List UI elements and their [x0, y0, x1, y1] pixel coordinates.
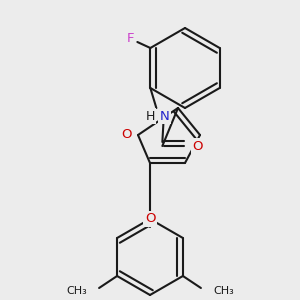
Text: O: O: [121, 128, 131, 142]
Text: O: O: [145, 212, 155, 226]
Text: CH₃: CH₃: [213, 286, 234, 296]
Text: F: F: [127, 32, 134, 44]
Text: CH₃: CH₃: [66, 286, 87, 296]
Text: H: H: [146, 110, 155, 122]
Text: O: O: [192, 140, 202, 152]
Text: N: N: [160, 110, 169, 122]
